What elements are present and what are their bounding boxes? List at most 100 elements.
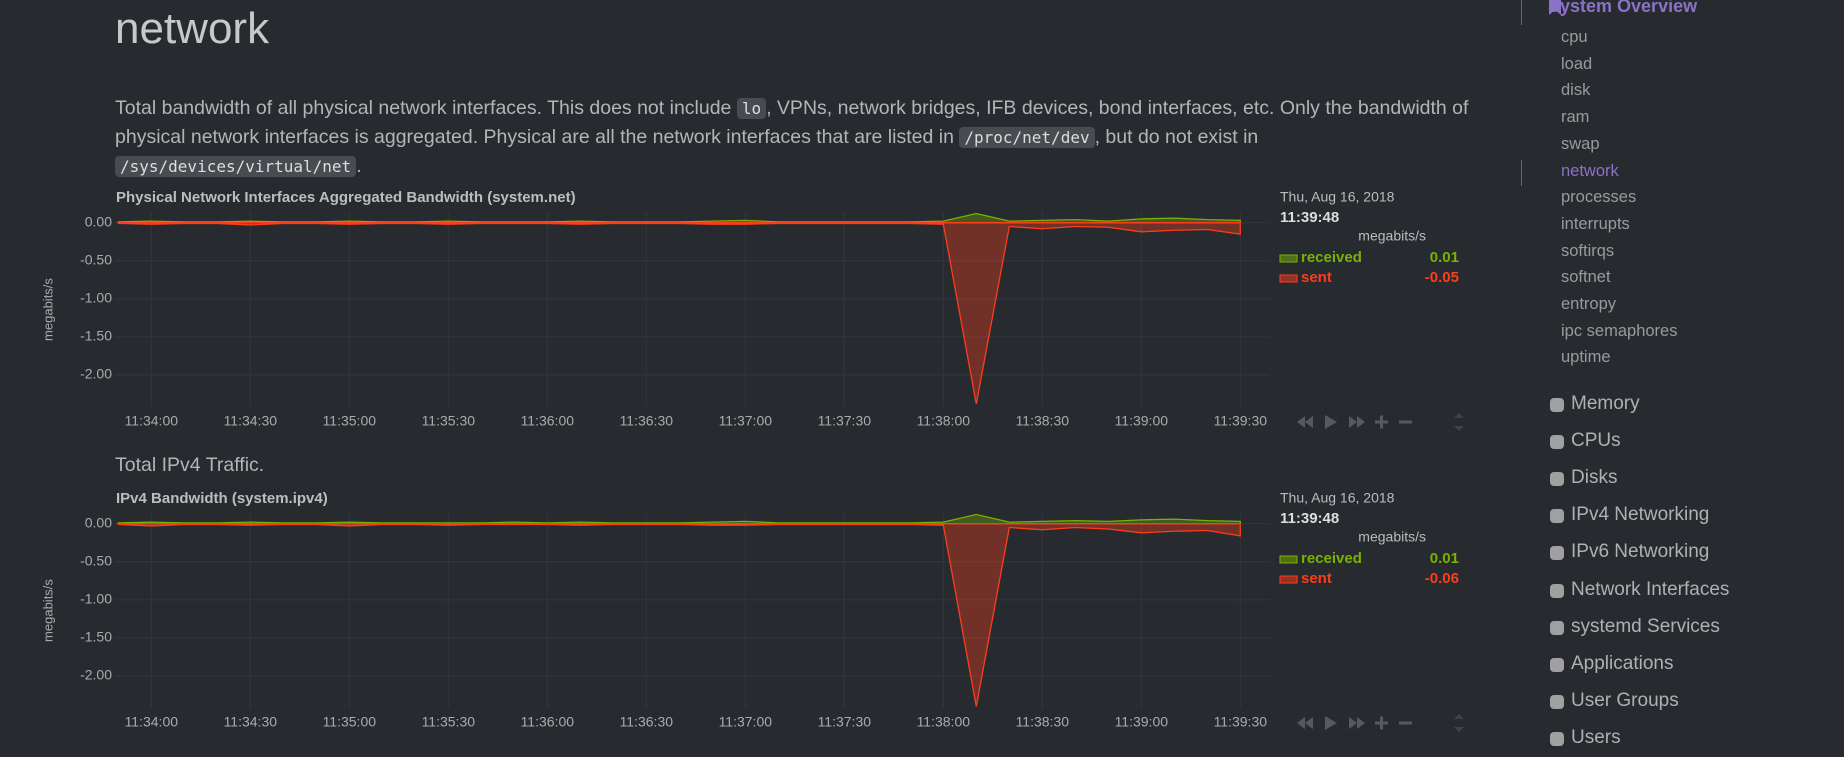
inline-code: /proc/net/dev (959, 127, 1095, 148)
nav-item[interactable]: disk (1561, 81, 1591, 100)
toolbox-zoom-in (1375, 716, 1388, 730)
series-area (117, 513, 1241, 525)
page-title: network (115, 4, 270, 53)
legend-unit: megabits/s (1358, 529, 1426, 545)
x-tick-label: 11:34:00 (125, 714, 179, 730)
x-tick-label: 11:39:00 (1115, 714, 1169, 730)
chart: Physical Network Interfaces Aggregated B… (40, 189, 1464, 431)
nav-item[interactable]: processes (1561, 188, 1637, 207)
y-tick-label: -1.00 (80, 290, 112, 306)
toolbox-play (1325, 415, 1337, 429)
nav-section[interactable]: Disks (1571, 467, 1618, 489)
x-tick-label: 11:34:30 (224, 413, 278, 429)
x-tick-label: 11:38:00 (917, 413, 971, 429)
toolbox-forward (1349, 416, 1365, 428)
legend-value: -0.05 (1425, 269, 1459, 286)
x-tick-label: 11:36:30 (620, 413, 674, 429)
x-tick-label: 11:37:30 (818, 413, 872, 429)
nav-icon (1550, 398, 1564, 412)
nav-item[interactable]: network (1561, 161, 1619, 180)
nav-item[interactable]: ram (1561, 108, 1590, 127)
inline-code: /sys/devices/virtual/net (115, 156, 357, 177)
toolbox-resize (1454, 714, 1464, 732)
nav-icon (1550, 657, 1564, 672)
y-tick-label: -0.50 (80, 552, 112, 568)
nav-item[interactable]: swap (1561, 134, 1600, 153)
x-tick-label: 11:37:00 (719, 714, 773, 730)
x-tick-label: 11:36:00 (521, 413, 575, 429)
nav-icon (1550, 694, 1564, 709)
y-tick-label: -1.50 (80, 629, 112, 645)
legend-date: Thu, Aug 16, 2018 (1280, 490, 1395, 506)
description: Total bandwidth of all physical network … (115, 94, 1480, 181)
nav-section[interactable]: systemd Services (1571, 615, 1720, 637)
legend-unit: megabits/s (1358, 228, 1426, 244)
legend-value: -0.06 (1425, 570, 1459, 587)
nav-section[interactable]: User Groups (1571, 689, 1679, 711)
x-tick-label: 11:38:00 (917, 714, 971, 730)
nav-border (1521, 0, 1522, 25)
x-tick-label: 11:39:00 (1115, 413, 1169, 429)
nav-section[interactable]: CPUs (1571, 430, 1621, 452)
legend-time: 11:39:48 (1280, 209, 1339, 226)
x-tick-label: 11:38:30 (1016, 413, 1070, 429)
x-tick-label: 11:34:00 (125, 413, 179, 429)
nav-icon (1550, 435, 1564, 450)
y-tick-label: -2.00 (80, 667, 112, 683)
nav-item[interactable]: interrupts (1561, 214, 1630, 233)
legend-name: received (1301, 249, 1362, 266)
nav-icon (1550, 583, 1564, 598)
y-tick-label: -1.00 (80, 591, 112, 607)
series-area (117, 523, 1241, 707)
toolbox-forward (1349, 717, 1365, 729)
x-tick-label: 11:35:00 (323, 714, 377, 730)
toolbox-zoom-in (1375, 415, 1388, 429)
x-tick-label: 11:35:30 (422, 413, 476, 429)
x-tick-label: 11:34:30 (224, 714, 278, 730)
nav-item[interactable]: load (1561, 54, 1593, 73)
x-tick-label: 11:37:00 (719, 413, 773, 429)
legend-swatch (1279, 254, 1298, 263)
toolbox-play (1325, 716, 1337, 730)
toolbox-back (1297, 416, 1313, 428)
x-tick-label: 11:39:30 (1214, 413, 1268, 429)
nav-icon (1550, 620, 1564, 635)
nav-section[interactable]: IPv6 Networking (1571, 541, 1710, 563)
legend-name: sent (1301, 269, 1332, 286)
nav-item[interactable]: entropy (1561, 295, 1617, 313)
series-area (117, 222, 1241, 405)
nav-item[interactable]: softnet (1561, 268, 1611, 287)
chart-title: Physical Network Interfaces Aggregated B… (116, 189, 576, 206)
x-tick-label: 11:35:00 (323, 413, 377, 429)
nav-item[interactable]: softirqs (1561, 241, 1615, 260)
nav-section[interactable]: Applications (1571, 652, 1674, 674)
nav-icon (1550, 472, 1564, 487)
nav-item[interactable]: cpu (1561, 28, 1588, 46)
nav-section[interactable]: IPv4 Networking (1571, 504, 1710, 526)
legend-swatch (1279, 575, 1298, 584)
nav-icon (1550, 509, 1564, 524)
nav-section[interactable]: Users (1571, 726, 1621, 748)
legend-name: sent (1301, 570, 1332, 587)
nav-active-border (1521, 160, 1522, 186)
inline-code: lo (736, 98, 767, 119)
legend-swatch (1279, 274, 1298, 283)
legend-name: received (1301, 550, 1362, 567)
nav-group[interactable]: System Overview (1548, 0, 1698, 16)
nav-section[interactable]: Network Interfaces (1571, 578, 1730, 600)
x-tick-label: 11:36:30 (620, 714, 674, 730)
y-axis-label: megabits/s (40, 278, 55, 341)
nav-item[interactable]: uptime (1561, 348, 1611, 367)
nav-item[interactable]: ipc semaphores (1561, 321, 1678, 340)
x-tick-label: 11:36:00 (521, 714, 575, 730)
bookmark-icon (1549, 0, 1561, 15)
description-text: , but do not exist in (1094, 126, 1259, 148)
nav-section[interactable]: Memory (1571, 393, 1640, 414)
x-tick-label: 11:35:30 (422, 714, 476, 730)
nav-icon (1550, 546, 1564, 561)
legend-time: 11:39:48 (1280, 510, 1339, 527)
y-tick-label: 0.00 (85, 514, 112, 530)
y-tick-label: -2.00 (80, 366, 112, 382)
legend-date: Thu, Aug 16, 2018 (1280, 189, 1395, 205)
